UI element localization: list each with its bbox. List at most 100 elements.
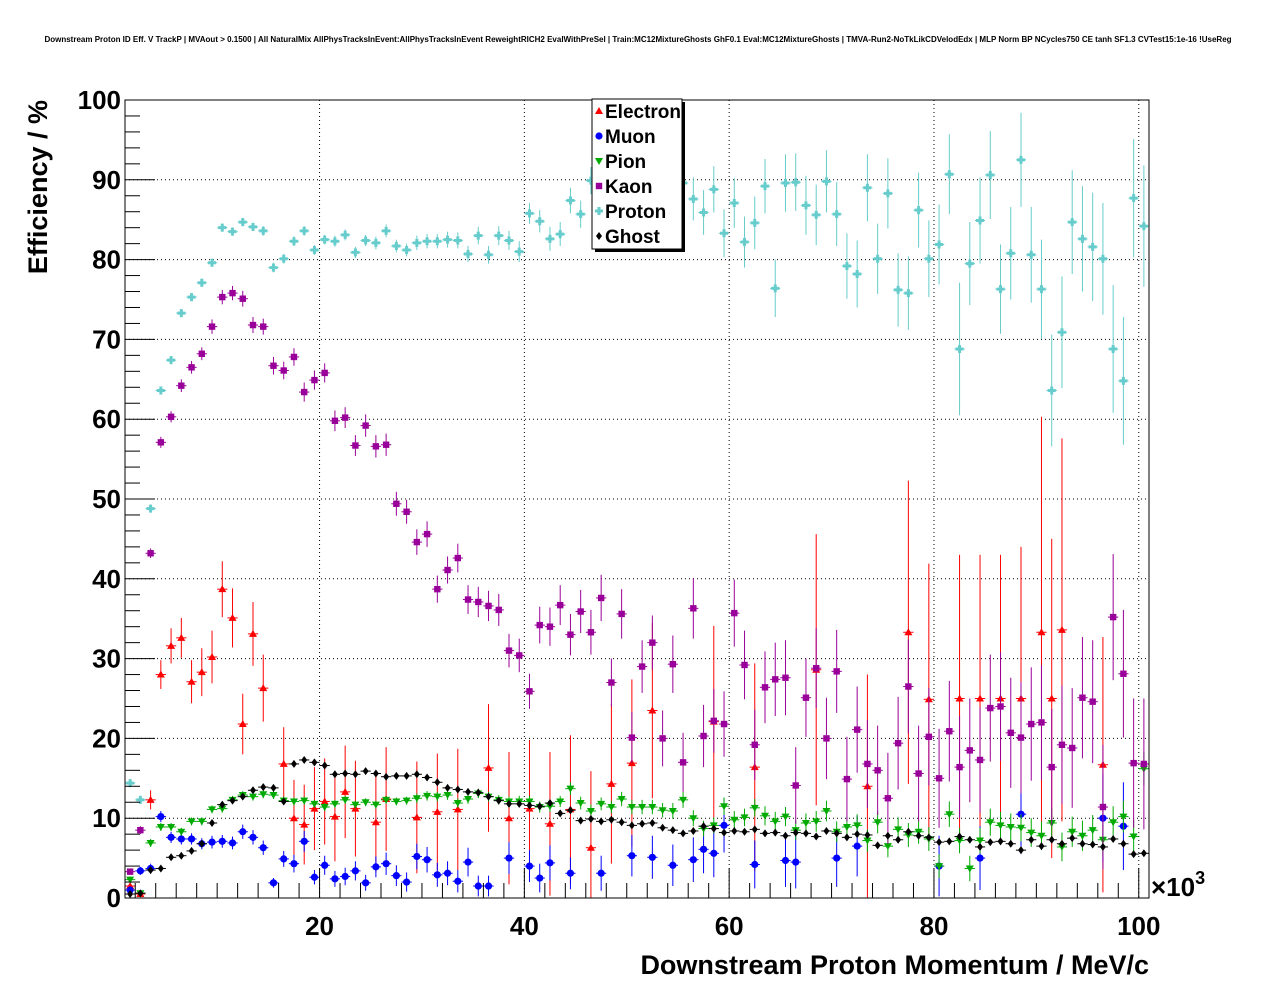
data-point	[136, 867, 144, 875]
data-point	[443, 869, 452, 877]
data-point	[813, 832, 820, 841]
data-point	[668, 808, 677, 816]
data-point	[914, 206, 923, 215]
data-point	[802, 694, 810, 701]
legend: Electron Muon Pion Kaon Proton Ghost	[591, 98, 685, 252]
data-point	[494, 231, 503, 240]
data-point	[720, 229, 729, 238]
data-point	[884, 795, 892, 802]
data-point	[351, 867, 359, 875]
data-point	[372, 769, 379, 778]
data-point	[997, 837, 1004, 846]
data-point	[781, 813, 790, 821]
data-point	[976, 756, 984, 764]
data-point	[915, 831, 922, 840]
y-tick-label: 20	[92, 723, 121, 753]
data-point	[423, 237, 432, 246]
data-point	[823, 826, 830, 835]
data-point	[649, 639, 656, 646]
data-point	[1079, 839, 1086, 848]
data-point	[679, 796, 688, 804]
data-point	[557, 601, 564, 609]
data-point	[516, 799, 523, 808]
data-point	[424, 773, 431, 782]
data-point	[321, 369, 328, 377]
data-point	[167, 356, 176, 365]
data-point	[709, 185, 718, 194]
data-point	[700, 732, 707, 740]
data-point	[833, 829, 840, 838]
data-point	[976, 216, 985, 225]
data-point	[874, 767, 881, 774]
data-point	[331, 417, 339, 424]
data-point	[1007, 839, 1014, 848]
data-point	[843, 833, 850, 842]
data-point	[751, 860, 759, 869]
series-ghost	[125, 755, 1149, 899]
data-point	[525, 209, 534, 218]
data-point	[137, 889, 144, 898]
data-point	[627, 804, 636, 812]
x-axis-title: Downstream Proton Momentum / MeV/c	[640, 950, 1149, 980]
data-point	[648, 706, 657, 714]
data-point	[197, 668, 206, 676]
data-point	[464, 250, 473, 259]
data-point	[690, 605, 697, 612]
data-point	[977, 842, 984, 851]
x-tick-label: 80	[919, 911, 948, 941]
data-point	[986, 171, 995, 180]
data-point	[873, 819, 882, 827]
data-point	[218, 805, 227, 813]
data-point	[595, 158, 603, 165]
data-point	[741, 661, 748, 669]
data-point	[485, 792, 492, 801]
data-point	[382, 226, 391, 235]
data-point	[300, 820, 309, 828]
data-point	[383, 772, 390, 781]
data-point	[454, 877, 462, 885]
data-point	[516, 652, 523, 659]
data-point	[567, 806, 574, 815]
data-point	[269, 263, 278, 272]
y-tick-label: 80	[92, 245, 121, 275]
x-axis-multiplier-base: ×10	[1151, 872, 1195, 902]
data-point	[433, 871, 441, 879]
series-kaon	[125, 285, 1149, 875]
data-point	[228, 613, 237, 621]
x-tick-label: 60	[715, 911, 744, 941]
data-point	[393, 500, 400, 507]
data-point	[218, 837, 226, 845]
data-point	[239, 828, 247, 836]
y-tick-label: 30	[92, 644, 121, 674]
data-point	[403, 771, 410, 780]
data-point	[1140, 849, 1147, 858]
data-point	[412, 795, 421, 803]
data-point	[1109, 344, 1118, 353]
data-point	[801, 201, 810, 210]
data-point	[597, 869, 605, 877]
data-point	[474, 882, 482, 890]
data-point	[536, 874, 544, 882]
data-point	[453, 805, 462, 813]
data-point	[475, 788, 482, 797]
data-point	[209, 818, 216, 827]
legend-entry-kaon: Kaon	[605, 177, 653, 198]
legend-entry-electron: Electron	[605, 102, 681, 123]
data-point	[740, 814, 749, 822]
data-point	[1038, 719, 1045, 726]
legend-entry-muon: Muon	[605, 127, 656, 148]
data-point	[1017, 155, 1025, 164]
data-point	[864, 830, 871, 839]
data-point	[761, 182, 769, 191]
data-point	[300, 837, 308, 845]
data-point	[546, 859, 554, 867]
data-point	[638, 804, 647, 812]
data-point	[157, 813, 165, 821]
data-point	[1058, 741, 1066, 748]
data-point	[412, 238, 421, 247]
data-point	[249, 629, 257, 637]
y-tick-label: 50	[92, 484, 121, 514]
data-point	[689, 815, 698, 823]
data-point	[197, 278, 206, 287]
